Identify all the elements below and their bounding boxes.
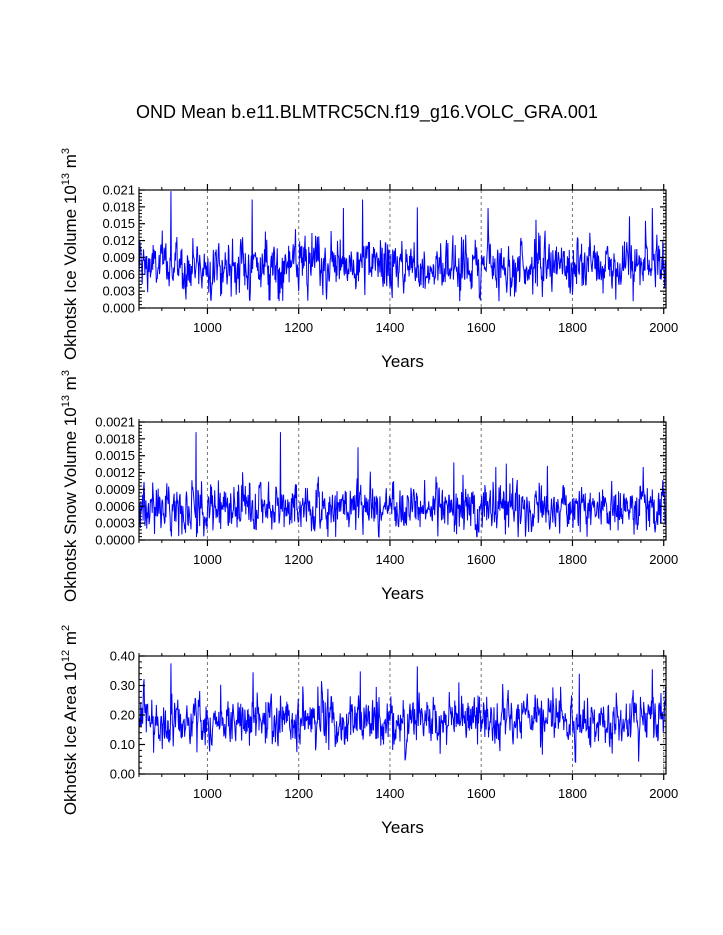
series-line [138, 663, 667, 764]
y-axis-label: Okhotsk Snow Volume 1013 m3 [60, 370, 80, 602]
y-tick-label: 0.0006 [95, 499, 135, 514]
plot-frame [138, 421, 667, 541]
y-tick-label: 0.0009 [95, 482, 135, 497]
x-tick-label: 1000 [193, 552, 222, 567]
x-tick-label: 2000 [649, 320, 678, 335]
plot-frame [138, 189, 667, 309]
y-tick-label: 0.0000 [95, 533, 135, 548]
x-axis-label: Years [381, 584, 424, 603]
y-tick-label: 0.021 [102, 183, 135, 198]
y-tick-label: 0.0012 [95, 465, 135, 480]
y-tick-label: 0.40 [110, 649, 135, 664]
y-tick-label: 0.0015 [95, 448, 135, 463]
x-tick-label: 1600 [467, 786, 496, 801]
panel-1: 1000 1200 1400 1600 1800 2000 0.000 0.003 0.006 0… [60, 148, 678, 371]
y-tick-label: 0.015 [102, 216, 135, 231]
y-axis-label: Okhotsk Ice Volume 1013 m3 [60, 148, 80, 360]
y-tick-label: 0.0003 [95, 516, 135, 531]
x-tick-label: 1800 [558, 320, 587, 335]
y-tick-label: 0.006 [102, 267, 135, 282]
panel-2: 1000 1200 1400 1600 1800 2000 0.0000 0.0003 0.00… [60, 370, 678, 603]
y-tick-label: 0.009 [102, 250, 135, 265]
series-line [138, 432, 667, 539]
y-tick-label: 0.0018 [95, 431, 135, 446]
x-tick-label: 1400 [375, 320, 404, 335]
figure-title: OND Mean b.e11.BLMTRC5CN.f19_g16.VOLC_GR… [136, 102, 598, 123]
x-tick-label: 1000 [193, 786, 222, 801]
y-tick-label: 0.012 [102, 233, 135, 248]
y-axis-label: Okhotsk Ice Area 1012 m2 [60, 625, 80, 815]
y-tick-label: 0.30 [110, 678, 135, 693]
x-tick-label: 1200 [284, 552, 313, 567]
x-axis-label: Years [381, 818, 424, 837]
x-tick-label: 1400 [375, 552, 404, 567]
panel-3: 1000 1200 1400 1600 1800 2000 0.00 0.10 0.20 0.30… [60, 625, 678, 837]
x-tick-label: 2000 [649, 786, 678, 801]
x-tick-label: 1000 [193, 320, 222, 335]
y-tick-label: 0.000 [102, 301, 135, 316]
x-tick-label: 1400 [375, 786, 404, 801]
y-tick-label: 0.20 [110, 708, 135, 723]
y-tick-label: 0.00 [110, 767, 135, 782]
y-tick-label: 0.10 [110, 737, 135, 752]
y-tick-label: 0.018 [102, 199, 135, 214]
x-tick-label: 1200 [284, 320, 313, 335]
y-tick-label: 0.0021 [95, 415, 135, 430]
x-tick-label: 1600 [467, 552, 496, 567]
x-tick-label: 1200 [284, 786, 313, 801]
x-axis-label: Years [381, 352, 424, 371]
x-tick-label: 2000 [649, 552, 678, 567]
x-tick-label: 1800 [558, 552, 587, 567]
series-line [138, 191, 667, 302]
x-tick-label: 1600 [467, 320, 496, 335]
y-tick-label: 0.003 [102, 284, 135, 299]
x-tick-label: 1800 [558, 786, 587, 801]
